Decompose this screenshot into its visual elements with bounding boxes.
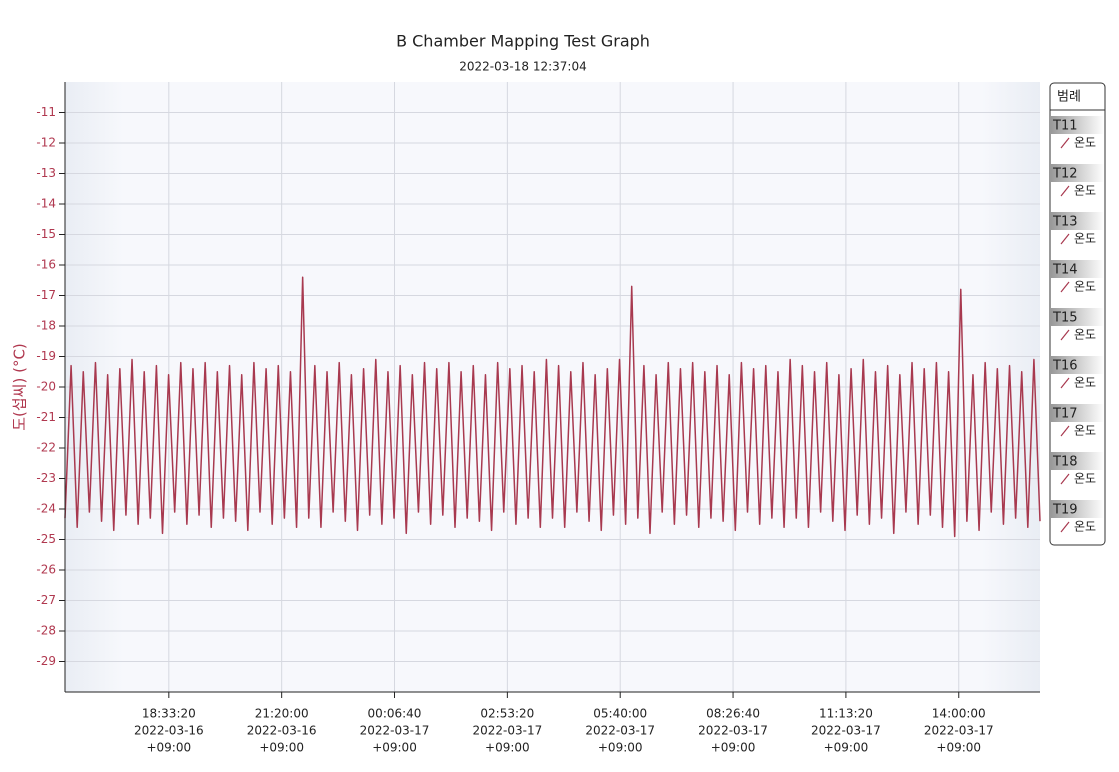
x-tick-label: 14:00:00 xyxy=(932,707,986,721)
legend-item-label: 온도 xyxy=(1074,376,1096,390)
x-tick-label: 2022-03-17 xyxy=(360,724,430,738)
chart-subtitle: 2022-03-18 12:37:04 xyxy=(459,60,586,74)
x-tick-label: 2022-03-16 xyxy=(134,724,204,738)
x-tick-label: 2022-03-17 xyxy=(811,724,881,738)
legend-item-bg xyxy=(1051,356,1104,374)
legend-item-name: T13 xyxy=(1052,215,1077,230)
x-tick-label: 2022-03-17 xyxy=(585,724,655,738)
legend-item-name: T12 xyxy=(1052,167,1077,182)
legend-item-name: T15 xyxy=(1052,311,1077,326)
legend-swatch xyxy=(1060,233,1070,245)
legend-item-bg xyxy=(1051,404,1104,422)
legend-title: 범례 xyxy=(1057,90,1081,105)
x-tick-label: +09:00 xyxy=(485,741,530,755)
legend-item-label: 온도 xyxy=(1074,184,1096,198)
legend-swatch xyxy=(1060,281,1070,293)
legend-item-label: 온도 xyxy=(1074,472,1096,486)
legend-swatch xyxy=(1060,377,1070,389)
legend-item-bg xyxy=(1051,164,1104,182)
y-tick-label: -21 xyxy=(36,410,56,424)
legend-item-bg xyxy=(1051,452,1104,470)
data-line xyxy=(64,276,1041,538)
legend-item-bg xyxy=(1051,308,1104,326)
legend-item-label: 온도 xyxy=(1074,520,1096,534)
legend-item-name: T11 xyxy=(1052,119,1077,134)
chart-title: B Chamber Mapping Test Graph xyxy=(396,32,650,51)
legend-item-bg xyxy=(1051,260,1104,278)
y-tick-label: -18 xyxy=(36,319,56,333)
y-tick-label: -12 xyxy=(36,136,56,150)
x-tick-label: +09:00 xyxy=(598,741,643,755)
y-tick-label: -27 xyxy=(36,593,56,607)
y-tick-label: -17 xyxy=(36,288,56,302)
legend-item-name: T17 xyxy=(1052,407,1077,422)
x-tick-label: +09:00 xyxy=(936,741,981,755)
legend-item-label: 온도 xyxy=(1074,328,1096,342)
y-tick-label: -20 xyxy=(36,380,56,394)
y-tick-label: -15 xyxy=(36,227,56,241)
x-tick-label: 05:40:00 xyxy=(593,707,647,721)
legend-item-label: 온도 xyxy=(1074,424,1096,438)
legend-item-label: 온도 xyxy=(1074,136,1096,150)
y-tick-label: -23 xyxy=(36,471,56,485)
y-tick-label: -29 xyxy=(36,654,56,668)
legend-swatch xyxy=(1060,521,1070,533)
legend-item-label: 온도 xyxy=(1074,232,1096,246)
legend-item-bg xyxy=(1051,500,1104,518)
plot xyxy=(64,276,1041,538)
y-tick-label: -25 xyxy=(36,532,56,546)
y-tick-label: -14 xyxy=(36,197,56,211)
legend-item-name: T16 xyxy=(1052,359,1077,374)
x-tick-label: 11:13:20 xyxy=(819,707,873,721)
y-tick-label: -13 xyxy=(36,166,56,180)
y-tick-label: -16 xyxy=(36,258,56,272)
legend-swatch xyxy=(1060,473,1070,485)
y-tick-label: -11 xyxy=(36,105,56,119)
y-tick-label: -24 xyxy=(36,502,56,516)
x-tick-label: 21:20:00 xyxy=(255,707,309,721)
x-tick-label: 18:33:20 xyxy=(142,707,196,721)
legend-swatch xyxy=(1060,329,1070,341)
legend-swatch xyxy=(1060,137,1070,149)
x-tick-label: +09:00 xyxy=(824,741,869,755)
legend-swatch xyxy=(1060,425,1070,437)
x-tick-label: +09:00 xyxy=(146,741,191,755)
y-tick-label: -19 xyxy=(36,349,56,363)
x-tick-label: 2022-03-16 xyxy=(247,724,317,738)
x-tick-label: 2022-03-17 xyxy=(698,724,768,738)
legend-item-label: 온도 xyxy=(1074,280,1096,294)
legend-swatch xyxy=(1060,185,1070,197)
x-tick-label: 08:26:40 xyxy=(706,707,760,721)
x-tick-label: +09:00 xyxy=(372,741,417,755)
legend-item-name: T14 xyxy=(1052,263,1077,278)
legend: T11 온도 T12 온도 T13 온도 T14 온도 T15 온도 T16 온도 T17 온도 T18 온도… xyxy=(1051,116,1104,534)
legend-item-bg xyxy=(1051,212,1104,230)
y-axis-label: 도(섭씨) (°C) xyxy=(11,343,29,431)
grid xyxy=(65,82,1040,692)
x-tick-label: +09:00 xyxy=(259,741,304,755)
x-tick-label: 00:06:40 xyxy=(368,707,422,721)
x-tick-label: 2022-03-17 xyxy=(472,724,542,738)
legend-item-name: T19 xyxy=(1052,503,1077,518)
x-tick-label: +09:00 xyxy=(711,741,756,755)
y-tick-label: -26 xyxy=(36,563,56,577)
y-tick-label: -22 xyxy=(36,441,56,455)
legend-item-bg xyxy=(1051,116,1104,134)
x-tick-label: 02:53:20 xyxy=(480,707,534,721)
y-tick-label: -28 xyxy=(36,624,56,638)
legend-item-name: T18 xyxy=(1052,455,1077,470)
x-tick-label: 2022-03-17 xyxy=(924,724,994,738)
